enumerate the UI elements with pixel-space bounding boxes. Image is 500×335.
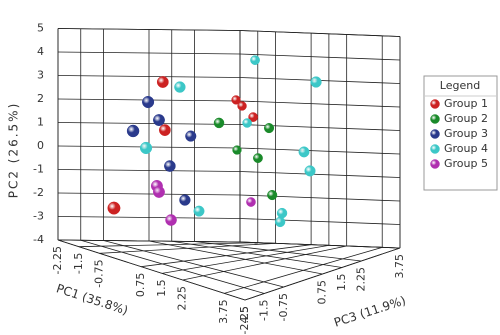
x-tick-label: 2.25 [176,286,189,311]
data-point [142,95,155,109]
z-tick-label: 2.25 [354,267,367,292]
data-point [158,124,171,136]
z-tick-label: -2.25 [238,306,251,334]
z-tick-label: -1.5 [257,300,270,321]
legend-title: Legend [440,79,480,92]
z-tick-label: 0.75 [316,280,329,305]
data-point [213,117,225,129]
grid-line [57,239,246,301]
y-axis-label: PC2 (26.5%) [7,102,21,199]
plot-area: -4 -3 -2 -1 0 1 2 3 4 5 -2.25 -1.5 -0.75 0.75 1.5 2.25 3… [33,22,406,335]
grid-line [194,241,362,262]
grid-line [239,124,401,131]
data-point [185,130,197,142]
grid-line [80,239,265,294]
y-tick-label: -2 [33,186,44,199]
y-tick-label: 2 [37,92,44,105]
grid-line [239,147,401,155]
data-point [248,112,258,122]
data-point [164,160,176,172]
y-tick-label: -1 [33,163,44,176]
z-tick-label: -0.75 [277,293,290,321]
x-tick-label: 1.5 [155,279,168,297]
grid-line [171,240,342,268]
grid-line [239,30,401,37]
data-point [267,189,278,201]
grid-line [103,240,284,288]
legend-marker [430,144,440,154]
x-tick-label: -1.5 [72,253,85,274]
data-point [231,95,241,105]
data-point [126,124,140,138]
y-tick-label: 5 [37,22,44,35]
x-tick-label: 0.75 [134,273,147,298]
data-point [264,123,275,134]
z-tick-label: 1.5 [335,274,348,292]
data-point [153,186,165,198]
legend-label: Group 1 [444,97,488,110]
y-tick-label: 0 [37,139,44,152]
legend-label: Group 5 [444,157,488,170]
grid-line [239,218,401,225]
x-tick-label: 4.5 [238,306,251,324]
data-point [276,207,288,219]
data-point [174,81,186,93]
data-point [304,165,316,177]
x-tick-label: -2.25 [51,246,64,274]
legend-marker [430,114,440,124]
legend-marker [430,129,440,139]
data-point [165,214,177,226]
legend-label: Group 4 [444,142,488,155]
data-point [139,141,153,155]
data-point [298,146,310,158]
data-point [253,153,263,163]
y-tick-label: 3 [37,69,44,82]
grid-line [148,240,323,275]
x-tick-label: 3.75 [217,299,230,324]
y-tick-label: 1 [37,116,44,129]
data-point [310,76,322,88]
grid-line [239,194,401,202]
y-tick-label: -4 [33,233,44,246]
data-point [246,197,256,207]
data-point [232,145,242,155]
grid-line [239,171,401,178]
grid-line [239,100,401,108]
data-point [274,216,286,228]
data-point [156,76,169,88]
legend-marker [430,99,440,109]
data-point [242,118,252,128]
grid-line [239,241,401,249]
x-tick-label: -0.75 [93,259,106,287]
legend-label: Group 3 [444,127,488,140]
data-point [250,55,260,65]
legend-marker [430,159,440,169]
data-point [237,101,247,111]
data-point [107,201,121,215]
z-axis-label: PC3 (11.9%) [332,293,407,329]
y-tick-label: -3 [33,210,44,223]
z-tick-label: 3.75 [393,254,406,279]
points [107,55,322,228]
data-point [153,114,165,126]
data-point [179,194,191,206]
legend-label: Group 2 [444,112,488,125]
y-tick-label: 4 [37,45,44,58]
legend: Legend Group 1 Group 2 Group 3 Group 4 Group… [423,75,498,191]
data-point [193,205,205,217]
grid-line [239,53,401,61]
